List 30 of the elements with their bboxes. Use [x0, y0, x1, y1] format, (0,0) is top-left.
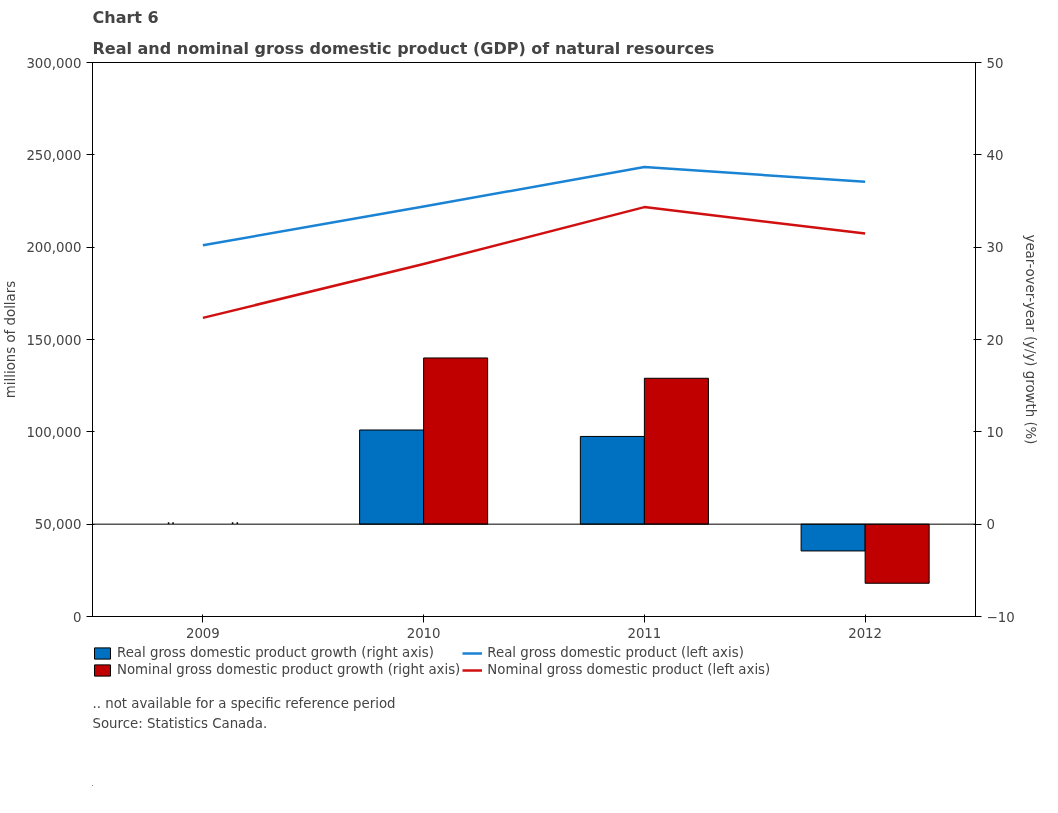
y2-tick-label: 20	[986, 332, 1004, 348]
text: ..	[230, 510, 240, 528]
text: ..	[166, 510, 176, 528]
x-tick-label: 2010	[406, 625, 441, 641]
y-tick-label: 200,000	[26, 240, 82, 256]
legend-label: Real gross domestic product (left axis)	[487, 645, 744, 660]
x-tick-label: 2009	[185, 625, 220, 641]
y2-tick-label: 0	[986, 517, 995, 533]
legend-label: Real gross domestic product growth (right axis)	[117, 645, 434, 660]
y2-tick-label: −10	[986, 609, 1015, 625]
source-note: Source: Statistics Canada.	[92, 715, 268, 731]
y-tick-label: 150,000	[26, 332, 82, 348]
y-tick-label: 250,000	[26, 147, 82, 163]
y2-axis-title: year-over-year (y/y) growth (%)	[1022, 234, 1038, 445]
y2-tick-label: 40	[986, 147, 1004, 163]
legend-label: Nominal gross domestic product (left axis)	[487, 662, 771, 677]
chart-title: Chart 6	[92, 7, 159, 27]
legend-label: Nominal gross domestic product growth (right axis)	[117, 662, 461, 677]
y-axis-title: millions of dollars	[3, 280, 19, 399]
x-tick-label: 2011	[627, 625, 662, 641]
y-tick-label: 50,000	[34, 517, 82, 533]
y2-tick-label: 50	[986, 55, 1004, 71]
y2-tick-label: 10	[986, 424, 1004, 440]
text: .. not available for a specific reference period	[92, 695, 396, 711]
chart-subtitle: Real and nominal gross domestic product (GDP) of natural resources	[92, 38, 715, 58]
x-tick-label: 2012	[848, 625, 883, 641]
y-tick-label: 300,000	[26, 55, 82, 71]
y-tick-label: 100,000	[26, 424, 82, 440]
y-tick-label: 0	[73, 609, 82, 625]
y2-tick-label: 30	[986, 240, 1004, 256]
